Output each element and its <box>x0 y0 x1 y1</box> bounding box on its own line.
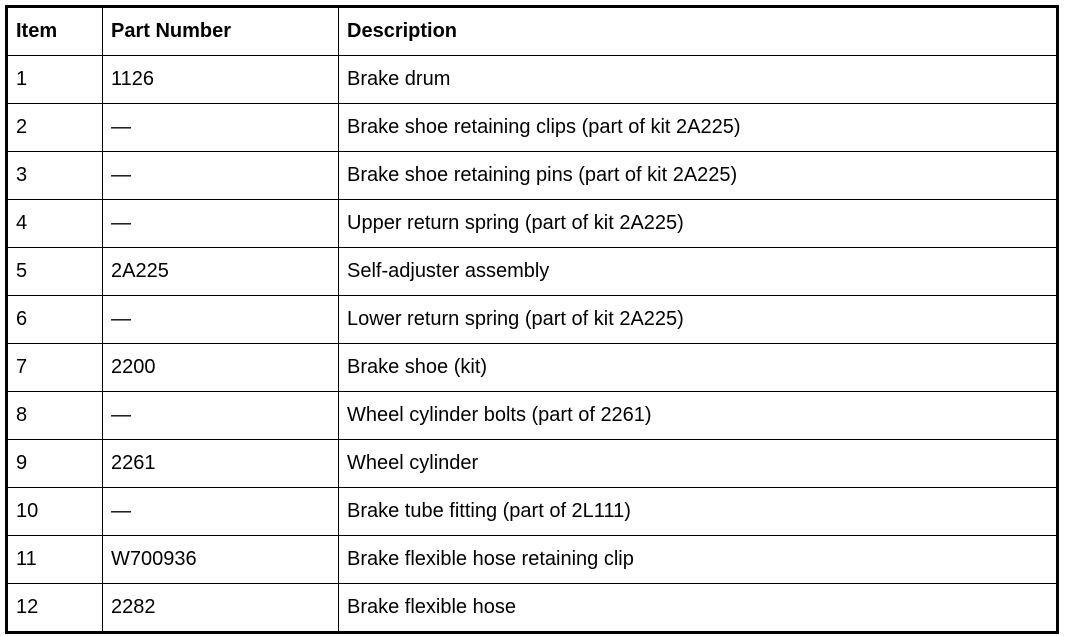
cell-description: Wheel cylinder bolts (part of 2261) <box>338 391 1058 440</box>
header-part-number: Part Number <box>102 6 339 56</box>
table-row: 9 2261 Wheel cylinder <box>6 439 1058 488</box>
header-description: Description <box>338 6 1058 56</box>
cell-item: 3 <box>6 151 103 200</box>
cell-part-number: 2A225 <box>102 247 339 296</box>
cell-description: Brake tube fitting (part of 2L111) <box>338 487 1058 536</box>
cell-item: 7 <box>6 343 103 392</box>
table-row: 6— Lower return spring (part of kit 2A225… <box>6 295 1058 344</box>
table-row: 10— Brake tube fitting (part of 2L111) <box>6 487 1058 536</box>
table-row: 8— Wheel cylinder bolts (part of 2261) <box>6 391 1058 440</box>
cell-item: 12 <box>6 583 103 633</box>
cell-description: Wheel cylinder <box>338 439 1058 488</box>
cell-description: Lower return spring (part of kit 2A225) <box>338 295 1058 344</box>
cell-item: 11 <box>6 535 103 584</box>
table-row: 5 2A225 Self-adjuster assembly <box>6 247 1058 296</box>
table-row: 1 1126 Brake drum <box>6 55 1058 104</box>
cell-description: Brake flexible hose retaining clip <box>338 535 1058 584</box>
cell-item: 4 <box>6 199 103 248</box>
cell-part-number: 2282 <box>102 583 339 633</box>
table-row: 12 2282 Brake flexible hose <box>6 583 1058 633</box>
cell-item: 6 <box>6 295 103 344</box>
cell-part-number: W700936 <box>102 535 339 584</box>
cell-part-number: — <box>102 295 339 344</box>
parts-table: Item Part Number Description 1 1126 Brake … <box>5 5 1059 634</box>
table-row: 2— Brake shoe retaining clips (part of ki… <box>6 103 1058 152</box>
table-row: 7 2200 Brake shoe (kit) <box>6 343 1058 392</box>
table-row: 3— Brake shoe retaining pins (part of kit… <box>6 151 1058 200</box>
cell-part-number: — <box>102 151 339 200</box>
cell-description: Brake drum <box>338 55 1058 104</box>
cell-part-number: — <box>102 391 339 440</box>
cell-item: 5 <box>6 247 103 296</box>
cell-description: Upper return spring (part of kit 2A225) <box>338 199 1058 248</box>
cell-part-number: — <box>102 199 339 248</box>
cell-description: Self-adjuster assembly <box>338 247 1058 296</box>
cell-item: 8 <box>6 391 103 440</box>
header-item: Item <box>6 6 103 56</box>
cell-item: 10 <box>6 487 103 536</box>
cell-item: 9 <box>6 439 103 488</box>
cell-item: 2 <box>6 103 103 152</box>
cell-description: Brake flexible hose <box>338 583 1058 633</box>
table-row: 11 W700936 Brake flexible hose retaining c… <box>6 535 1058 584</box>
cell-part-number: 2261 <box>102 439 339 488</box>
cell-part-number: 2200 <box>102 343 339 392</box>
table-row: 4— Upper return spring (part of kit 2A225… <box>6 199 1058 248</box>
cell-description: Brake shoe retaining clips (part of kit … <box>338 103 1058 152</box>
header-row: Item Part Number Description <box>6 6 1058 56</box>
cell-part-number: 1126 <box>102 55 339 104</box>
cell-part-number: — <box>102 487 339 536</box>
cell-description: Brake shoe (kit) <box>338 343 1058 392</box>
cell-part-number: — <box>102 103 339 152</box>
cell-item: 1 <box>6 55 103 104</box>
cell-description: Brake shoe retaining pins (part of kit 2… <box>338 151 1058 200</box>
